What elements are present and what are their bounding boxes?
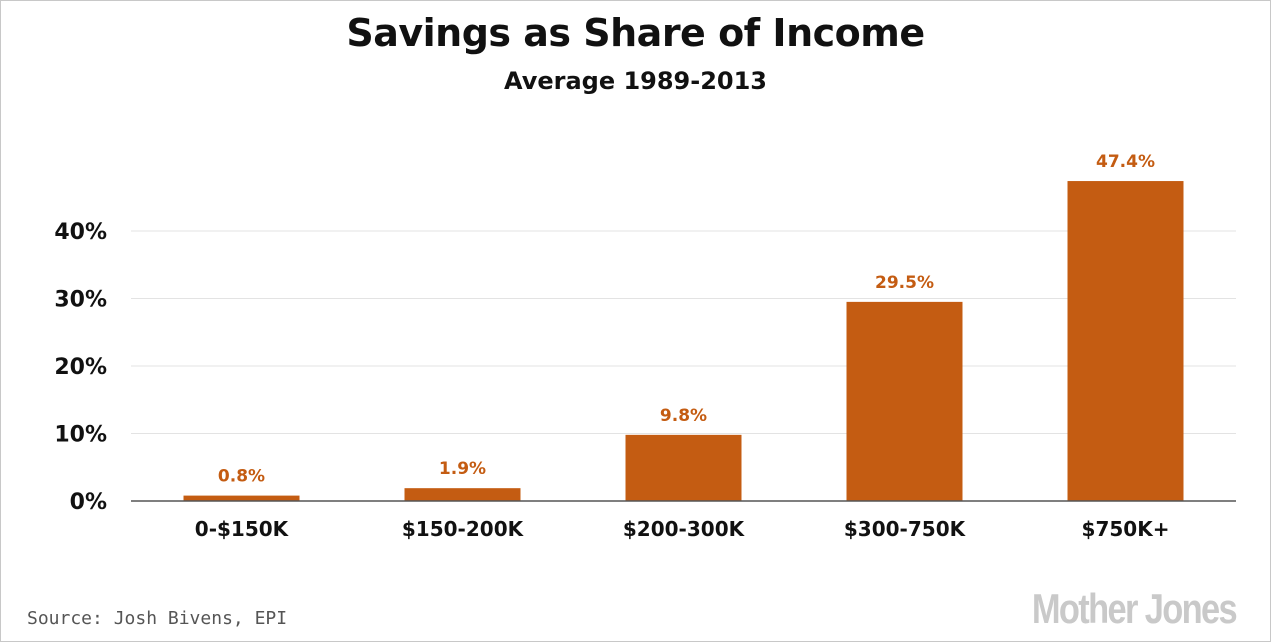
y-tick-label: 20% — [54, 355, 107, 380]
x-tick-label: 0-$150K — [195, 517, 290, 541]
y-tick-label: 10% — [54, 423, 107, 448]
bar — [404, 488, 521, 501]
bar — [1067, 181, 1184, 502]
bar-chart: 0% 10% 20% 30% 40% 0.8% 1.9% 9.8% 29.5% 47.4% 0-… — [54, 152, 1236, 541]
x-tick-label: $150-200K — [402, 517, 525, 541]
y-tick-label: 30% — [54, 288, 107, 313]
y-tick-label: 40% — [54, 220, 107, 245]
bar — [183, 495, 300, 501]
x-tick-label: $300-750K — [844, 517, 967, 541]
y-tick-label: 0% — [70, 490, 107, 515]
gridlines — [131, 230, 1236, 434]
x-axis-tick-labels: 0-$150K $150-200K $200-300K $300-750K $750K+ — [195, 517, 1170, 541]
data-labels: 0.8% 1.9% 9.8% 29.5% 47.4% — [218, 152, 1155, 487]
mother-jones-logo: Mother Jones — [1031, 585, 1238, 632]
data-label: 47.4% — [1096, 152, 1155, 172]
bar — [846, 301, 963, 501]
data-label: 9.8% — [660, 406, 707, 426]
x-tick-label: $750K+ — [1082, 517, 1170, 541]
x-tick-label: $200-300K — [623, 517, 746, 541]
data-label: 1.9% — [439, 459, 486, 479]
bar — [625, 434, 742, 501]
bars — [183, 181, 1184, 502]
y-axis-tick-labels: 0% 10% 20% 30% 40% — [54, 220, 107, 515]
source-note: Source: Josh Bivens, EPI — [27, 608, 288, 629]
chart-title: Savings as Share of Income — [346, 11, 925, 55]
data-label: 29.5% — [875, 273, 934, 293]
chart-subtitle: Average 1989-2013 — [503, 67, 768, 95]
data-label: 0.8% — [218, 467, 265, 487]
